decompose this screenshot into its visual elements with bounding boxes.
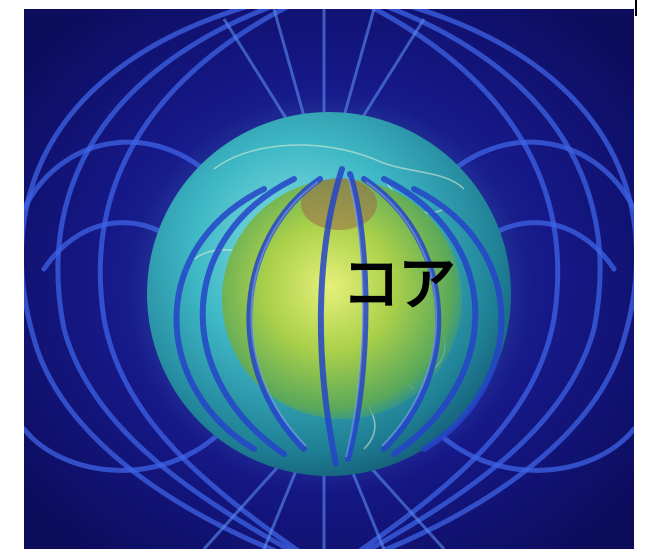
edge-line xyxy=(635,0,637,16)
magnetic-field-illustration xyxy=(24,9,634,549)
field-line-highlights xyxy=(250,176,438,458)
inner-field-lines xyxy=(173,166,505,467)
inner-core xyxy=(222,179,462,419)
core-label: コア xyxy=(342,250,456,318)
magnetic-field-image: コア xyxy=(24,9,634,549)
